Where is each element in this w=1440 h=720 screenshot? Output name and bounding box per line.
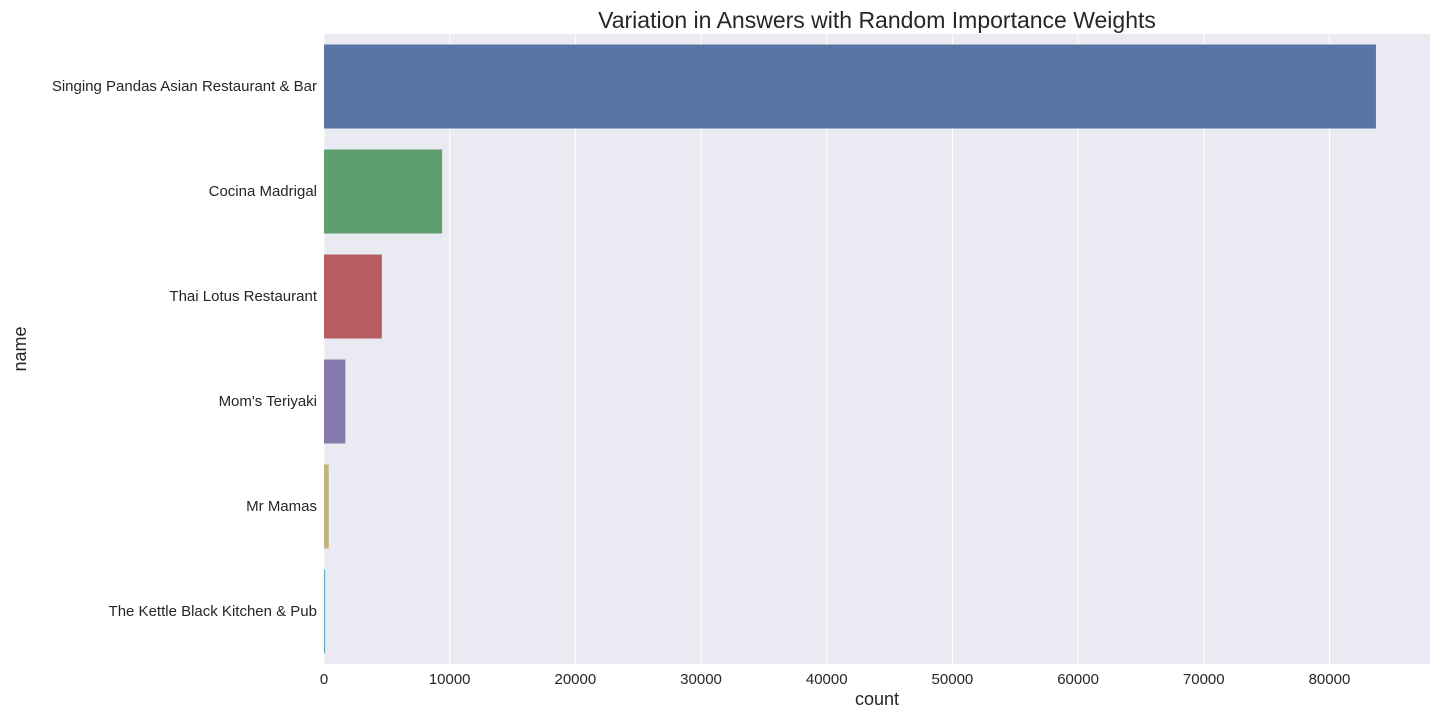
chart-title: Variation in Answers with Random Importa… [598,7,1156,33]
x-tick-label: 30000 [680,671,722,688]
x-tick-label: 20000 [555,671,597,688]
bar [324,44,1376,129]
x-axis-label: count [855,689,899,709]
bars [324,44,1376,654]
plot-area [324,34,1430,664]
bar [324,464,329,549]
y-axis-label: name [10,326,30,371]
y-category-label: Mom's Teriyaki [219,393,317,410]
y-category-label: Cocina Madrigal [209,183,317,200]
gridlines [323,34,1330,664]
y-category-label: Mr Mamas [246,498,317,515]
x-tick-label: 0 [320,671,328,688]
x-tick-label: 60000 [1057,671,1099,688]
bar [324,254,382,339]
y-category-label: Singing Pandas Asian Restaurant & Bar [52,78,317,95]
x-tick-label: 80000 [1309,671,1351,688]
y-category-label: Thai Lotus Restaurant [169,288,317,305]
y-axis-categories: Singing Pandas Asian Restaurant & Bar Coc… [52,78,318,620]
x-tick-label: 10000 [429,671,471,688]
x-axis-ticks: 0 10000 20000 30000 40000 50000 60000 70000 8000… [320,671,1350,688]
bar [324,359,346,444]
bar [324,569,326,654]
x-tick-label: 50000 [932,671,974,688]
bar [324,149,443,234]
x-tick-label: 40000 [806,671,848,688]
y-category-label: The Kettle Black Kitchen & Pub [109,603,317,620]
x-tick-label: 70000 [1183,671,1225,688]
